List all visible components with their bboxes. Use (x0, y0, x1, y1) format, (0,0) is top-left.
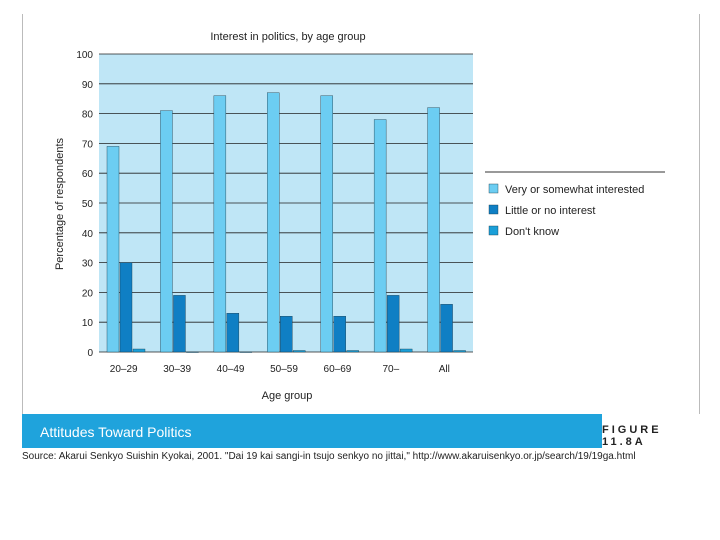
chart: 0 10 20 30 40 50 60 70 80 90 100 20–29 30–39 40–49 50–… (54, 31, 665, 402)
legend-label: Don't know (505, 226, 559, 238)
x-tick-label: 60–69 (324, 364, 352, 375)
x-tick-label: 30–39 (163, 364, 191, 375)
legend-label: Little or no interest (505, 205, 596, 217)
bar-3 (293, 350, 306, 353)
x-tick-label: All (439, 364, 450, 375)
y-tick-label: 70 (82, 139, 94, 150)
bar-3 (132, 348, 146, 353)
bar-2 (440, 304, 453, 353)
y-axis-label: Percentage of respondents (54, 137, 66, 270)
bar-1 (427, 107, 440, 353)
legend-label: Very or somewhat interested (505, 184, 644, 196)
chart-frame: 0 10 20 30 40 50 60 70 80 90 100 20–29 30–39 40–49 50–… (22, 14, 700, 414)
figure-title: Attitudes Toward Politics (40, 424, 192, 440)
figure-banner: Attitudes Toward Politics FIGURE 11.8A (22, 414, 698, 448)
bar-1 (213, 95, 227, 353)
y-tick-label: 40 (82, 229, 94, 240)
chart-title: Interest in politics, by age group (210, 31, 365, 43)
figure-number: FIGURE 11.8A (602, 424, 662, 448)
legend-swatch (488, 183, 499, 194)
x-tick-label: 40–49 (217, 364, 245, 375)
bar-2 (119, 262, 133, 353)
bar-2 (173, 295, 186, 353)
bar-1 (320, 95, 333, 353)
y-tick-label: 80 (82, 110, 94, 121)
x-tick-label: 70– (383, 364, 400, 375)
bar-1 (160, 110, 173, 353)
x-tick-label: 50–59 (270, 364, 298, 375)
legend-swatch (488, 225, 499, 236)
y-tick-label: 30 (82, 259, 94, 270)
y-tick-label: 20 (82, 288, 94, 299)
x-axis-label: Age group (262, 390, 313, 402)
y-tick-label: 100 (76, 50, 93, 61)
bar-3 (453, 350, 466, 353)
bar-3 (346, 350, 359, 353)
bar-2 (386, 295, 400, 353)
y-tick-label: 10 (82, 318, 94, 329)
bar-1 (106, 146, 120, 353)
y-tick-label: 0 (87, 348, 93, 359)
y-tick-label: 60 (82, 169, 94, 180)
bar-3 (399, 348, 413, 353)
bar-2 (226, 313, 240, 353)
legend-swatch (488, 204, 499, 215)
bar-3 (239, 351, 253, 353)
bar-2 (280, 316, 293, 353)
x-tick-label: 20–29 (110, 364, 138, 375)
y-tick-label: 90 (82, 80, 94, 91)
figure-tab: FIGURE 11.8A (602, 414, 698, 448)
y-tick-label: 50 (82, 199, 94, 210)
legend: Very or somewhat interested Little or no … (485, 171, 665, 238)
bar-3 (186, 351, 199, 353)
bar-1 (267, 92, 280, 353)
bar-1 (373, 119, 387, 353)
source-citation: Source: Akarui Senkyo Suishin Kyokai, 20… (22, 451, 636, 462)
bar-2 (333, 316, 346, 353)
